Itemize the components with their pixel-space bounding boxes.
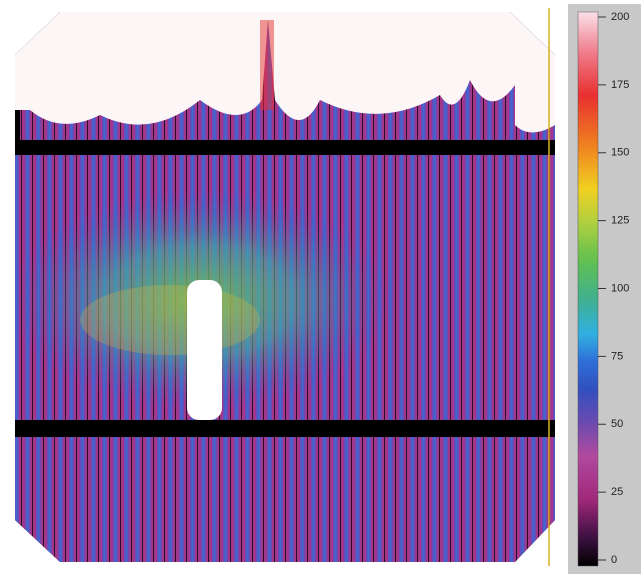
- chart: 0 25 50 75 100 125 150 175 200: [0, 0, 641, 574]
- colorbar-tick-label: 0: [611, 554, 617, 566]
- colorbar-tick-label: 125: [611, 215, 629, 227]
- colorbar-tick-label: 75: [611, 350, 623, 362]
- colorbar: [578, 12, 598, 566]
- colorbar-tick-label: 25: [611, 486, 623, 498]
- page: 0255075100125150175200 (() => { const da…: [0, 0, 641, 574]
- colorbar-tick-label: 150: [611, 147, 629, 159]
- colorbar-tick-label: 50: [611, 418, 623, 430]
- colorbar-tick-label: 175: [611, 79, 629, 91]
- colorbar-tick-label: 200: [611, 11, 629, 23]
- luminescence-image: [10, 12, 555, 567]
- colorbar-tick-label: 100: [611, 282, 629, 294]
